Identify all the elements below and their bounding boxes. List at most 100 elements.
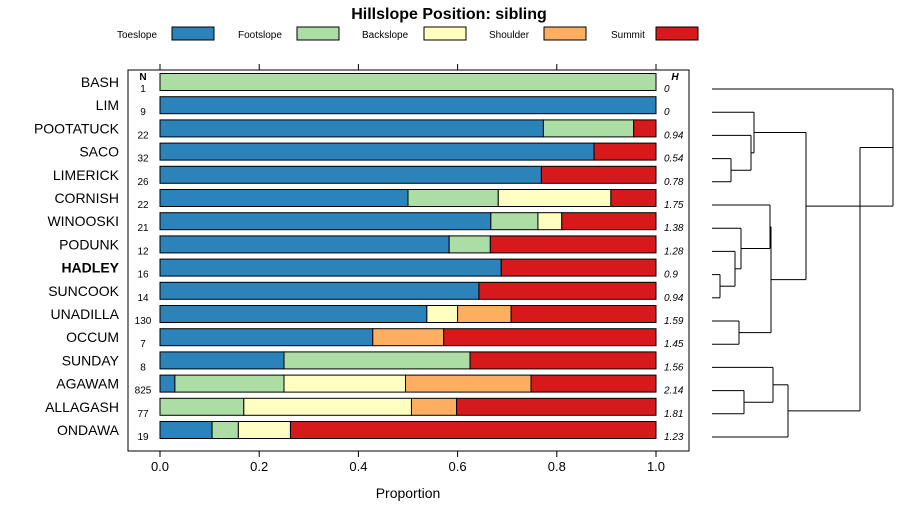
h-value-cornish: 1.75	[664, 200, 684, 211]
bar-row-limerick	[159, 165, 657, 184]
n-value-ondawa: 19	[137, 432, 149, 443]
bars-group	[159, 73, 657, 439]
x-tick-label: 0.8	[548, 459, 566, 474]
row-label-unadilla: UNADILLA	[51, 306, 120, 322]
plot-panel	[127, 69, 690, 452]
legend-label-shoulder: Shoulder	[489, 30, 530, 41]
bar-sunday-summit	[469, 351, 657, 370]
h-value-ondawa: 1.23	[664, 432, 684, 443]
x-tick-label: 0.2	[250, 459, 268, 474]
bar-allagash-footslope	[159, 397, 245, 416]
n-value-lim: 9	[140, 107, 146, 118]
row-label-lim: LIM	[96, 97, 119, 113]
bar-agawam-summit	[530, 374, 657, 393]
bar-row-hadley	[159, 258, 657, 277]
n-value-podunk: 12	[137, 246, 149, 257]
legend-swatch-footslope	[296, 26, 340, 41]
n-value-cornish: 22	[137, 200, 149, 211]
x-axis: 0.0 0.2 0.4 0.6 0.8 1.0	[151, 64, 665, 474]
bar-agawam-backslope	[283, 374, 407, 393]
legend-swatch-toeslope	[171, 26, 215, 41]
dendrogram	[712, 88, 894, 438]
row-label-limerick: LIMERICK	[53, 167, 120, 183]
x-tick-label: 0.4	[349, 459, 367, 474]
row-labels-group: BASH LIM POOTATUCK SACO LIMERICK CORNISH WINOO…	[34, 74, 120, 438]
h-value-limerick: 0.78	[664, 177, 684, 188]
row-label-ondawa: ONDAWA	[57, 422, 120, 438]
bar-row-saco	[159, 142, 657, 161]
bar-ondawa-toeslope	[159, 421, 213, 439]
row-label-bash: BASH	[81, 74, 119, 90]
n-value-winooski: 21	[137, 223, 149, 234]
bar-lim-toeslope	[159, 96, 657, 115]
x-tick-label: 0.0	[151, 459, 169, 474]
h-value-saco: 0.54	[664, 154, 684, 165]
bar-limerick-toeslope	[159, 165, 542, 184]
bar-cornish-toeslope	[159, 189, 409, 207]
bar-occum-toeslope	[159, 328, 374, 347]
bar-row-cornish	[159, 189, 657, 207]
bar-row-pootatuck	[159, 119, 657, 138]
bar-cornish-summit	[610, 189, 657, 207]
bar-unadilla-summit	[510, 305, 657, 323]
h-value-podunk: 1.28	[664, 246, 684, 257]
n-value-bash: 1	[140, 84, 146, 95]
x-axis-label: Proportion	[376, 485, 441, 501]
bar-occum-shoulder	[372, 328, 445, 347]
bar-ondawa-backslope	[237, 421, 291, 439]
n-value-suncook: 14	[137, 293, 149, 304]
h-value-unadilla: 1.59	[664, 316, 684, 327]
bar-ondawa-summit	[289, 421, 657, 439]
h-value-suncook: 0.94	[664, 293, 684, 304]
bar-suncook-toeslope	[159, 281, 480, 300]
bar-sunday-toeslope	[159, 351, 285, 370]
bar-limerick-summit	[540, 165, 657, 184]
bar-allagash-summit	[456, 397, 657, 416]
bar-row-unadilla	[159, 305, 657, 323]
bar-podunk-summit	[489, 235, 657, 254]
n-value-saco: 32	[137, 154, 149, 165]
n-value-sunday: 8	[140, 362, 146, 373]
legend-label-backslope: Backslope	[362, 30, 409, 41]
bar-allagash-shoulder	[410, 397, 458, 416]
row-label-hadley: HADLEY	[61, 260, 119, 276]
h-value-lim: 0	[664, 107, 670, 118]
bar-agawam-shoulder	[405, 374, 532, 393]
bar-hadley-summit	[500, 258, 657, 277]
row-label-cornish: CORNISH	[54, 190, 119, 206]
h-value-allagash: 1.81	[664, 409, 683, 420]
bar-allagash-backslope	[243, 397, 412, 416]
n-value-agawam: 825	[135, 386, 152, 397]
bar-row-allagash	[159, 397, 657, 416]
bar-cornish-footslope	[407, 189, 499, 207]
bar-podunk-footslope	[448, 235, 491, 254]
h-value-agawam: 2.14	[663, 386, 684, 397]
n-value-occum: 7	[140, 339, 146, 350]
h-value-sunday: 1.56	[664, 362, 684, 373]
h-value-winooski: 1.38	[664, 223, 684, 234]
legend-label-summit: Summit	[611, 30, 645, 41]
bar-occum-summit	[443, 328, 657, 347]
h-value-occum: 1.45	[664, 339, 684, 350]
x-tick-label: 1.0	[647, 459, 665, 474]
chart-title: Hillslope Position: sibling	[351, 6, 547, 23]
bar-pootatuck-toeslope	[159, 119, 544, 138]
legend-swatch-shoulder	[543, 26, 587, 41]
row-label-podunk: PODUNK	[59, 236, 120, 252]
bar-pootatuck-footslope	[542, 119, 635, 138]
legend-label-toeslope: Toeslope	[117, 30, 157, 41]
x-tick-label: 0.6	[449, 459, 467, 474]
bar-row-ondawa	[159, 421, 657, 439]
bar-unadilla-backslope	[426, 305, 459, 323]
h-value-bash: 0	[664, 84, 670, 95]
bar-podunk-toeslope	[159, 235, 450, 254]
bar-row-bash	[159, 73, 657, 91]
row-label-sunday: SUNDAY	[62, 352, 120, 368]
bar-suncook-summit	[478, 281, 657, 300]
h-header: H	[671, 72, 679, 83]
bar-row-podunk	[159, 235, 657, 254]
bar-agawam-toeslope	[159, 374, 176, 393]
bar-agawam-footslope	[174, 374, 285, 393]
n-value-hadley: 16	[137, 270, 149, 281]
legend: Toeslope Footslope Backslope Shoulder Summit	[117, 26, 699, 41]
